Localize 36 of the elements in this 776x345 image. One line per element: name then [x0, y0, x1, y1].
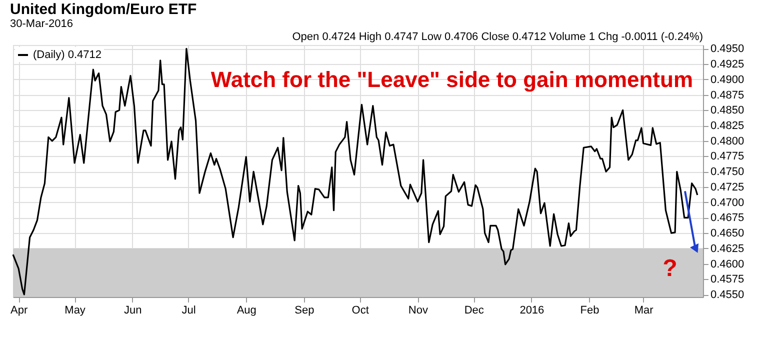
chart-title: United Kingdom/Euro ETF — [10, 1, 197, 18]
y-tick-label: 0.4625 — [710, 242, 744, 255]
x-tick-label: 2016 — [520, 304, 544, 316]
x-tick-label: Mar — [634, 304, 654, 316]
x-tick-label: Apr — [10, 304, 28, 316]
y-tick-label: 0.4700 — [710, 196, 744, 209]
text: Open 0.4724 High 0.4747 Low 0.4706 Close 0.4712 Volume 1 Chg -0.0011 (-0.24%) — [292, 31, 703, 43]
y-tick-label: 0.4925 — [710, 58, 744, 71]
y-tick-label: 0.4725 — [710, 181, 744, 194]
y-tick-label: 0.4775 — [710, 150, 744, 163]
chart-subtitle: 30-Mar-2016 — [10, 18, 74, 30]
line-series — [12, 48, 698, 296]
y-tick-label: 0.4900 — [710, 74, 744, 86]
y-tick-label: 0.4875 — [710, 89, 744, 102]
annotation: ? — [662, 255, 678, 282]
y-tick-label: 0.4550 — [710, 289, 744, 302]
legend-label: (Daily) 0.4712 — [33, 49, 102, 61]
x-tick-label: May — [64, 304, 86, 316]
y-tick-label: 0.4575 — [710, 274, 744, 286]
annotation: Watch for the "Leave" side to gain momentum — [210, 67, 693, 92]
y-tick-label: 0.4600 — [710, 258, 744, 270]
x-tick-label: Aug — [236, 304, 256, 316]
y-tick-label: 0.4800 — [710, 135, 744, 148]
x-tick-label: Jun — [124, 304, 142, 316]
y-tick-label: 0.4675 — [710, 212, 744, 224]
x-tick-label: Jul — [182, 304, 196, 316]
y-tick-label: 0.4825 — [710, 120, 744, 132]
y-tick-label: 0.4950 — [710, 43, 744, 56]
y-tick-label: 0.4750 — [710, 166, 744, 178]
x-tick-label: Dec — [464, 304, 484, 316]
x-tick-label: Nov — [408, 304, 428, 316]
x-tick-label: Oct — [352, 304, 369, 316]
x-tick-label: Sep — [294, 304, 314, 316]
y-tick-label: 0.4650 — [710, 228, 744, 240]
y-tick-label: 0.4850 — [710, 104, 744, 117]
x-tick-label: Feb — [580, 304, 600, 316]
